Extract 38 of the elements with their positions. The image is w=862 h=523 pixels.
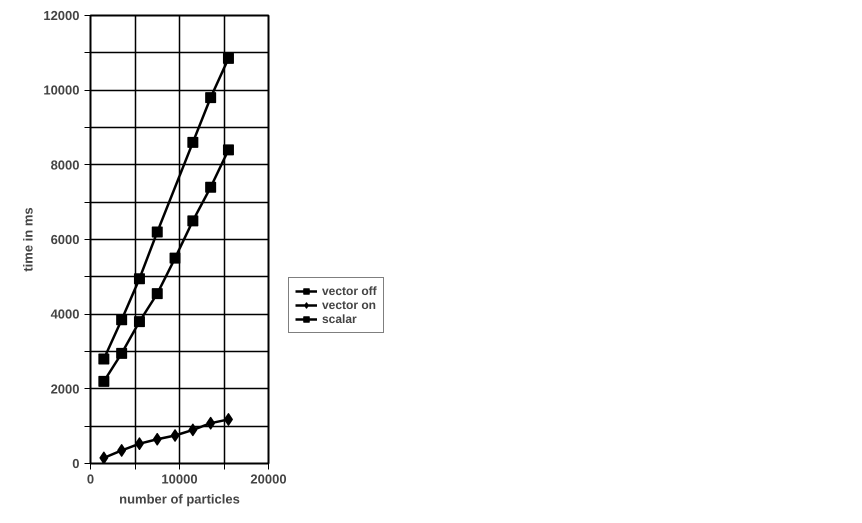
point [98, 376, 110, 387]
legend-label: scalar [322, 312, 357, 326]
y-axis-title: time in ms [20, 207, 36, 272]
point [205, 92, 216, 104]
y-tick-label: 12000 [43, 8, 80, 23]
point [99, 451, 108, 464]
point [170, 429, 180, 442]
y-tick-label: 6000 [50, 232, 80, 247]
point [205, 182, 216, 193]
point [187, 215, 198, 226]
x-axis-title: number of particles [119, 492, 240, 506]
point [116, 348, 128, 359]
point [117, 444, 126, 457]
y-tick-label: 8000 [50, 157, 80, 172]
point [152, 226, 163, 238]
y-tick-label: 0 [72, 456, 80, 471]
point [98, 353, 110, 364]
y-tick-label: 2000 [50, 381, 80, 396]
point [206, 416, 216, 430]
x-tick-label: 20000 [250, 472, 287, 486]
point [134, 273, 145, 284]
y-tick-label: 4000 [50, 306, 80, 322]
point [134, 437, 144, 450]
point [152, 288, 163, 300]
point [152, 432, 162, 446]
legend-label: vector on [322, 298, 376, 312]
x-tick-label: 10000 [161, 472, 198, 486]
point [116, 314, 128, 326]
point [224, 412, 233, 426]
y-tick-label: 10000 [43, 82, 80, 98]
x-tick-label: 0 [86, 472, 94, 486]
point [170, 252, 181, 264]
legend-label: vector off [322, 284, 377, 298]
point [188, 423, 198, 436]
point [222, 144, 234, 156]
point [187, 136, 198, 148]
point [134, 316, 145, 328]
point [222, 52, 234, 64]
